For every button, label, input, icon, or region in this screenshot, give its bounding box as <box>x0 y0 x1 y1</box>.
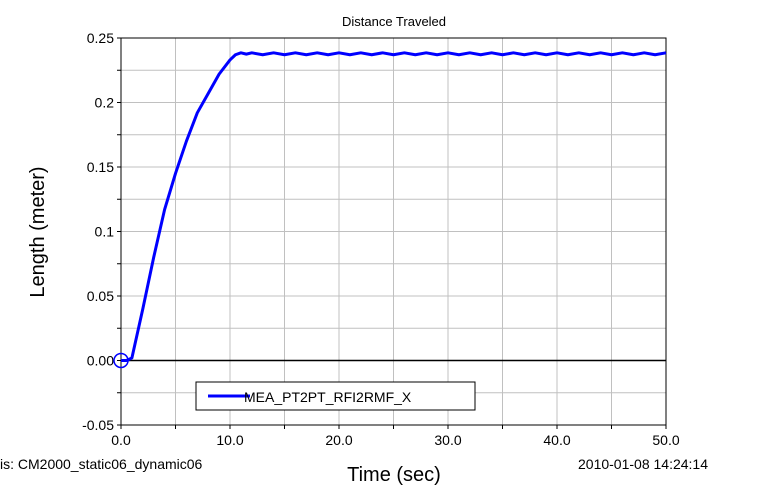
y-tick-label: -0.05 <box>82 417 114 433</box>
series-line <box>121 51 667 362</box>
analysis-label: is: CM2000_static06_dynamic06 <box>0 456 203 472</box>
legend-label: MEA_PT2PT_RFI2RMF_X <box>244 389 412 405</box>
x-tick-label: 20.0 <box>325 432 352 448</box>
y-tick-label: 0.15 <box>87 159 114 175</box>
series-start-marker <box>113 352 129 369</box>
y-tick-label: 0.25 <box>87 30 114 46</box>
y-tick-label: 0.05 <box>87 288 114 304</box>
x-tick-label: 10.0 <box>216 432 243 448</box>
series-layer <box>113 51 667 369</box>
chart-title: Distance Traveled <box>342 14 446 29</box>
x-axis-label: Time (sec) <box>347 464 441 486</box>
y-axis-label: Length (meter) <box>27 166 49 297</box>
x-tick-label: 0.0 <box>111 432 131 448</box>
timestamp-label: 2010-01-08 14:24:14 <box>578 456 708 472</box>
y-tick-label: 0.1 <box>95 224 115 240</box>
x-tick-label: 30.0 <box>434 432 461 448</box>
x-tick-label: 50.0 <box>652 432 679 448</box>
grid <box>120 37 667 426</box>
legend: MEA_PT2PT_RFI2RMF_X <box>195 381 476 411</box>
y-tick-label: 0.00 <box>87 353 114 369</box>
y-tick-label: 0.2 <box>95 95 115 111</box>
axis-ticks: -0.05 0.00 0.05 0.1 0.15 0.2 0.25 0.0 10.0 20.0 30… <box>82 30 680 448</box>
x-tick-label: 40.0 <box>543 432 570 448</box>
